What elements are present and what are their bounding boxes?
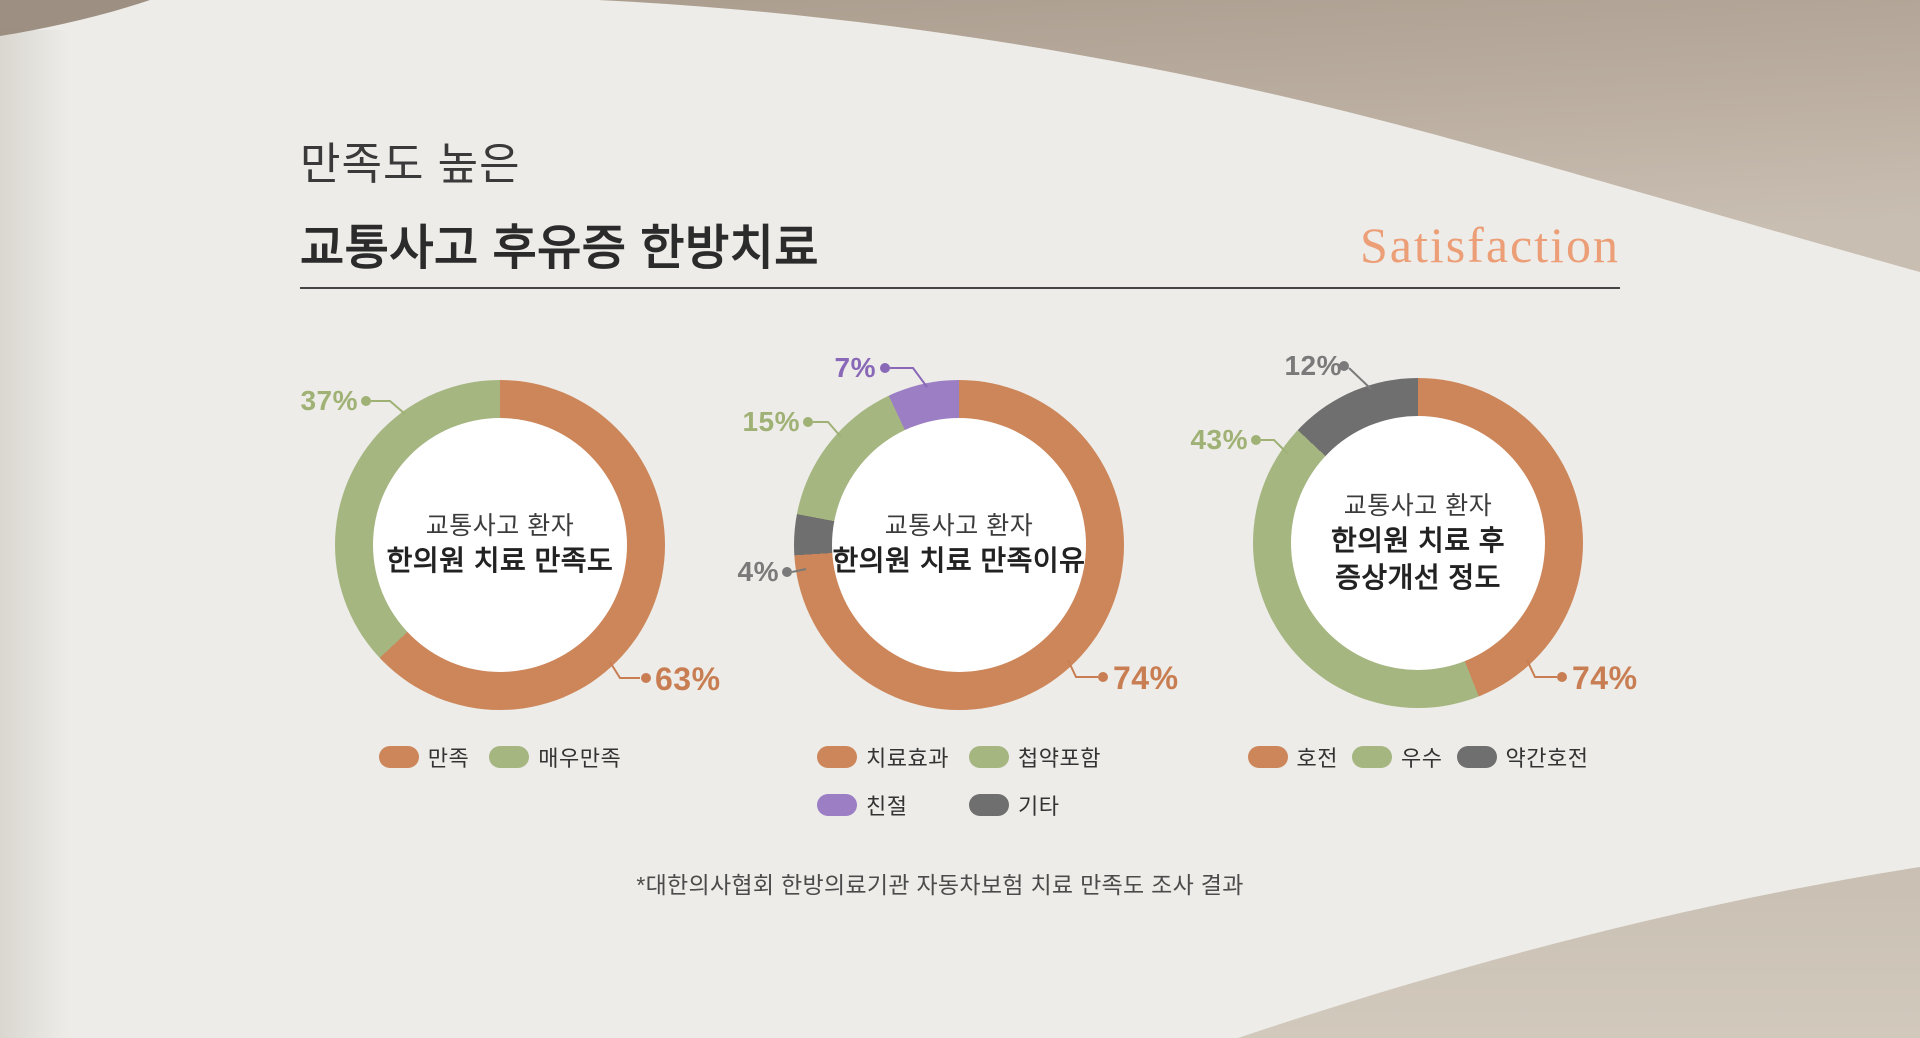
source-note: *대한의사협회 한방의료기관 자동차보험 치료 만족도 조사 결과 bbox=[636, 872, 1244, 898]
legend-label: 기타 bbox=[1018, 794, 1060, 819]
legend-swatch-green bbox=[969, 746, 1009, 768]
legend-swatch-orange bbox=[378, 746, 419, 768]
donut-center-line: 한의원 치료 만족이유 bbox=[832, 545, 1086, 577]
percent-label-chart2-herbal-included: 15% bbox=[742, 406, 800, 437]
legend-chart3: 호전 우수 약간호전 bbox=[1247, 741, 1588, 773]
donut-center-label: 교통사고 환자 한의원 치료 만족이유 bbox=[794, 380, 1124, 710]
percent-label-chart2-treatment-effect: 74% bbox=[1113, 660, 1179, 696]
legend-chart2: 치료효과 첩약포함 친절 기타 bbox=[794, 741, 1124, 821]
legend-item-etc: 기타 bbox=[969, 789, 1059, 821]
legend-label: 친절 bbox=[866, 794, 908, 819]
legend-swatch-green bbox=[489, 746, 530, 768]
page-title-line1: 만족도 높은 bbox=[300, 140, 521, 189]
percent-label-chart3-excellent: 43% bbox=[1190, 424, 1248, 455]
donut-center-label: 교통사고 환자 한의원 치료 만족도 bbox=[335, 380, 665, 710]
percent-label-chart2-kindness: 7% bbox=[834, 352, 876, 383]
legend-item-kindness: 친절 bbox=[817, 789, 907, 821]
percent-label-chart2-etc: 4% bbox=[737, 556, 779, 587]
donut-hole bbox=[1291, 416, 1545, 670]
legend-swatch-green bbox=[1352, 746, 1393, 768]
donut-center-label: 교통사고 환자 한의원 치료 후 증상개선 정도 bbox=[1253, 378, 1583, 708]
accent-word-satisfaction: Satisfaction bbox=[1359, 217, 1620, 273]
page-title-line2: 교통사고 후유증 한방치료 bbox=[300, 222, 819, 275]
legend-chart1: 만족 매우만족 bbox=[335, 741, 665, 773]
legend-item-excellent: 우수 bbox=[1352, 741, 1442, 773]
legend-swatch-gray bbox=[1456, 746, 1497, 768]
percent-label-chart3-improved: 74% bbox=[1572, 660, 1638, 696]
legend-label: 호전 bbox=[1296, 746, 1339, 771]
legend-label: 만족 bbox=[427, 746, 470, 771]
donut-chart-satisfaction-reason: 교통사고 환자 한의원 치료 만족이유 bbox=[794, 380, 1124, 710]
legend-item-herbal-included: 첩약포함 bbox=[969, 741, 1101, 773]
background-top-left-corner-shape bbox=[0, 0, 150, 36]
legend-swatch-orange bbox=[1247, 746, 1288, 768]
donut-center-line: 교통사고 환자 bbox=[1343, 491, 1493, 520]
percent-label-chart1-very-satisfied: 37% bbox=[300, 385, 358, 416]
left-edge-shade bbox=[0, 30, 70, 1038]
donut-center-line: 한의원 치료 후 bbox=[1330, 524, 1506, 556]
percent-label-chart1-satisfied: 63% bbox=[655, 661, 721, 697]
legend-swatch-orange bbox=[817, 746, 858, 768]
donut-hole bbox=[373, 418, 627, 672]
donut-center-line: 교통사고 환자 bbox=[884, 512, 1034, 541]
background-top-right-shape bbox=[598, 0, 1920, 272]
legend-swatch-gray bbox=[969, 794, 1009, 816]
background-bottom-right-shape bbox=[1238, 867, 1920, 1038]
page-title: 만족도 높은 교통사고 후유증 한방치료 bbox=[300, 128, 819, 278]
legend-swatch-purple bbox=[817, 794, 858, 816]
donut-hole bbox=[832, 418, 1086, 672]
donut-center-line: 교통사고 환자 bbox=[425, 512, 575, 541]
legend-item-very-satisfied: 매우만족 bbox=[489, 741, 621, 773]
header-divider-line bbox=[300, 287, 1620, 289]
donut-center-line: 한의원 치료 만족도 bbox=[386, 545, 614, 577]
legend-label: 약간호전 bbox=[1505, 746, 1589, 771]
percent-label-chart3-slight-improvement: 12% bbox=[1284, 350, 1342, 381]
legend-label: 매우만족 bbox=[538, 746, 622, 771]
legend-item-satisfied: 만족 bbox=[378, 741, 470, 773]
donut-chart-symptom-improvement: 교통사고 환자 한의원 치료 후 증상개선 정도 bbox=[1253, 378, 1583, 708]
donut-center-line: 증상개선 정도 bbox=[1335, 561, 1501, 593]
legend-label: 치료효과 bbox=[866, 746, 949, 771]
legend-item-treatment-effect: 치료효과 bbox=[817, 741, 949, 773]
donut-chart-satisfaction: 교통사고 환자 한의원 치료 만족도 bbox=[335, 380, 665, 710]
legend-label: 우수 bbox=[1401, 746, 1443, 771]
legend-item-improved: 호전 bbox=[1247, 741, 1339, 773]
legend-item-slight-improvement: 약간호전 bbox=[1456, 741, 1589, 773]
legend-label: 첩약포함 bbox=[1018, 746, 1101, 771]
